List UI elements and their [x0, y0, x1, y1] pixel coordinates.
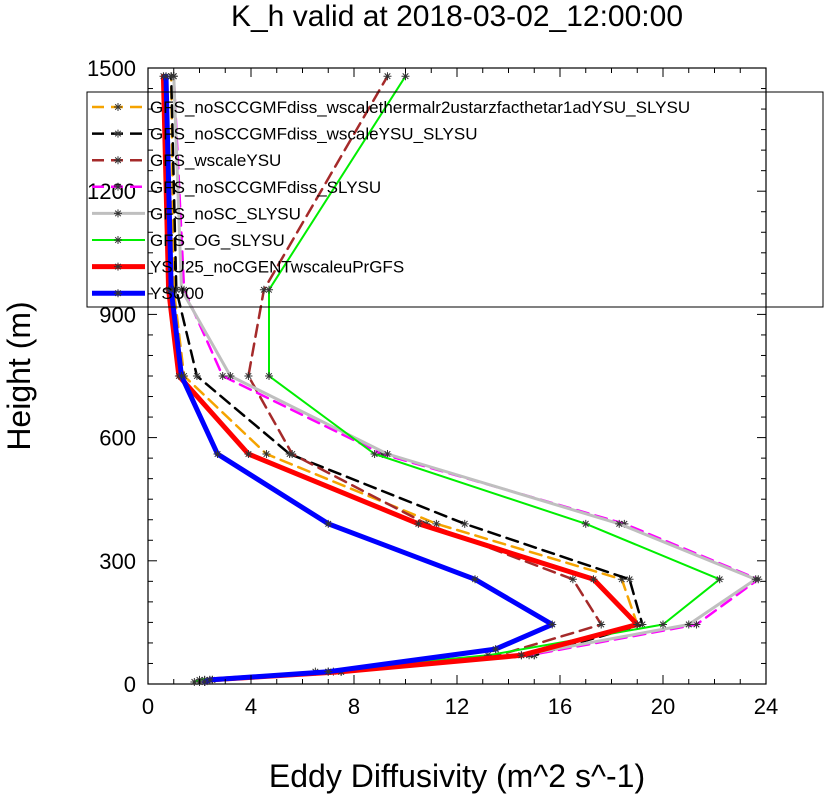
data-point-marker: [244, 372, 253, 380]
data-point-marker: [517, 651, 526, 660]
data-point-marker: [460, 519, 469, 528]
data-point-marker: [114, 289, 122, 298]
data-point-marker: [162, 72, 171, 81]
data-point-marker: [244, 450, 253, 459]
y-tick-label: 1200: [87, 179, 136, 204]
data-point-marker: [114, 129, 122, 138]
series-lines: [159, 72, 763, 686]
y-tick-label: 300: [99, 549, 136, 574]
y-tick-label: 600: [99, 426, 136, 451]
x-tick-label: 0: [142, 694, 154, 719]
data-point-marker: [167, 285, 176, 294]
data-point-marker: [324, 519, 333, 528]
data-point-marker: [589, 575, 598, 584]
data-point-marker: [172, 285, 181, 294]
data-point-marker: [114, 182, 122, 191]
x-axis-label: Eddy Diffusivity (m^2 s^-1): [269, 758, 645, 794]
legend-label: GFS_noSCCGMFdiss_wscaleYSU_SLYSU: [150, 125, 478, 144]
x-tick-label: 12: [445, 694, 469, 719]
data-point-marker: [114, 262, 122, 271]
data-point-marker: [205, 675, 214, 684]
data-point-marker: [597, 620, 606, 629]
data-point-marker: [638, 620, 647, 629]
data-point-marker: [615, 519, 624, 528]
data-point-marker: [218, 372, 227, 380]
legend-label: GFS_noSC_SLYSU: [150, 204, 301, 223]
x-tick-label: 20: [651, 694, 675, 719]
data-point-marker: [259, 285, 268, 294]
x-tick-label: 8: [348, 694, 360, 719]
data-point-marker: [715, 575, 724, 584]
y-tick-label: 1500: [87, 56, 136, 81]
data-point-marker: [617, 575, 626, 584]
legend-label: YSU25_noCGENTwscaleuPrGFS: [150, 258, 404, 277]
data-point-marker: [383, 72, 392, 81]
y-tick-label: 900: [99, 302, 136, 327]
data-point-marker: [200, 677, 209, 686]
data-point-marker: [114, 236, 122, 244]
data-point-marker: [114, 156, 122, 165]
data-point-marker: [378, 450, 387, 459]
data-point-marker: [190, 677, 199, 686]
data-point-marker: [432, 519, 441, 528]
x-tick-label: 4: [245, 694, 257, 719]
legend-label: GFS_noSCCGMFdiss_wscalethermalr2ustarzfa…: [150, 98, 690, 117]
data-point-marker: [491, 645, 500, 654]
data-point-marker: [581, 519, 590, 528]
data-point-marker: [265, 372, 274, 380]
data-point-marker: [324, 667, 333, 676]
data-point-marker: [483, 651, 492, 660]
data-point-marker: [114, 209, 122, 218]
data-point-marker: [383, 450, 392, 459]
data-point-marker: [213, 450, 222, 459]
y-axis-label: Height (m): [1, 301, 37, 450]
data-point-marker: [625, 575, 634, 584]
data-point-marker: [177, 372, 186, 380]
y-tick-label: 0: [124, 672, 136, 697]
chart-title: K_h valid at 2018-03-02_12:00:00: [231, 0, 683, 33]
data-point-marker: [414, 519, 423, 528]
data-point-marker: [633, 620, 642, 629]
data-point-marker: [568, 575, 577, 584]
legend-label: GFS_noSCCGMFdiss_SLYSU: [150, 178, 381, 197]
legend-label: GFS_wscaleYSU: [150, 151, 281, 170]
data-point-marker: [530, 651, 539, 660]
data-point-marker: [192, 372, 201, 380]
x-tick-label: 24: [754, 694, 778, 719]
axis-ticks: 0 4 8 12 16 20 24 0 300 600 900 1200 1500: [87, 56, 778, 719]
data-point-marker: [226, 372, 235, 380]
data-point-marker: [262, 450, 271, 459]
data-point-marker: [620, 519, 629, 528]
legend-label: YSU00: [150, 284, 204, 303]
series-YSU00: [162, 72, 557, 686]
data-point-marker: [177, 285, 186, 294]
data-point-marker: [471, 575, 480, 584]
data-point-marker: [548, 620, 557, 629]
data-point-marker: [169, 72, 178, 81]
legend-label: GFS_OG_SLYSU: [150, 231, 285, 250]
data-point-marker: [265, 285, 274, 294]
data-point-marker: [370, 450, 379, 459]
data-point-marker: [114, 103, 122, 111]
x-tick-label: 16: [548, 694, 572, 719]
data-point-marker: [751, 575, 760, 584]
legend: GFS_noSCCGMFdiss_wscalethermalr2ustarzfa…: [86, 91, 824, 308]
data-point-marker: [659, 620, 667, 629]
data-point-marker: [288, 450, 297, 459]
data-point-marker: [684, 620, 693, 629]
data-point-marker: [401, 72, 410, 81]
legend-box: [86, 91, 824, 308]
data-point-marker: [692, 620, 701, 629]
